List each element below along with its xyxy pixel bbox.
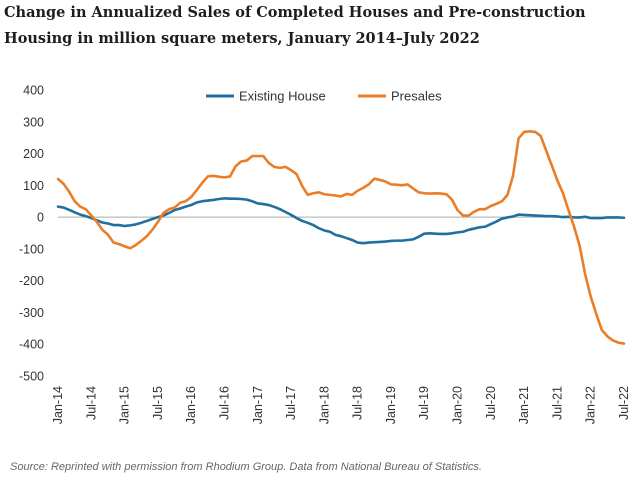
legend: Existing House Presales — [206, 89, 442, 104]
series-group — [56, 130, 626, 345]
x-tick-label: Jan-19 — [384, 386, 398, 424]
y-tick-label: 400 — [23, 84, 44, 98]
x-tick-label: Jan-14 — [51, 386, 65, 424]
y-tick-label: -300 — [19, 306, 44, 320]
x-tick-label: Jan-20 — [451, 386, 465, 424]
x-tick-label: Jul-21 — [550, 386, 564, 420]
y-tick-label: -200 — [19, 274, 44, 288]
x-tick-label: Jul-14 — [84, 386, 98, 420]
y-tick-label: -100 — [19, 242, 44, 256]
x-tick-label: Jul-15 — [151, 386, 165, 420]
y-tick-label: -500 — [19, 370, 44, 384]
x-tick-label: Jul-19 — [417, 386, 431, 420]
legend-label: Presales — [391, 89, 442, 104]
series-line-presales — [56, 130, 626, 345]
chart-title-line-1: Change in Annualized Sales of Completed … — [4, 4, 586, 21]
y-tick-label: 300 — [23, 115, 44, 129]
legend-label: Existing House — [239, 89, 326, 104]
y-tick-label: -400 — [19, 338, 44, 352]
chart-title: Change in Annualized Sales of Completed … — [4, 0, 634, 52]
x-tick-label: Jan-17 — [251, 386, 265, 424]
x-tick-label: Jan-22 — [584, 386, 598, 424]
x-tick-label: Jan-16 — [184, 386, 198, 424]
x-axis: Jan-14 Jul-14 Jan-15 Jul-15 Jan-16 Jul-16 Jan-… — [51, 386, 631, 424]
y-axis: 400 300 200 100 0 -100 -200 -300 -400 -500 — [19, 84, 44, 384]
chart-title-line-2: Housing in million square meters, Januar… — [4, 30, 480, 47]
y-tick-label: 0 — [37, 211, 44, 225]
source-note: Source: Reprinted with permission from R… — [10, 461, 482, 473]
x-tick-label: Jul-16 — [217, 386, 231, 420]
x-tick-label: Jul-22 — [617, 386, 631, 420]
y-tick-label: 200 — [23, 147, 44, 161]
x-tick-label: Jul-17 — [284, 386, 298, 420]
x-tick-label: Jan-21 — [517, 386, 531, 424]
x-tick-label: Jul-18 — [351, 386, 365, 420]
y-tick-label: 100 — [23, 179, 44, 193]
series-line-existing-house — [56, 197, 626, 245]
line-chart: 400 300 200 100 0 -100 -200 -300 -400 -500 Jan-14… — [19, 84, 631, 425]
x-tick-label: Jul-20 — [484, 386, 498, 420]
x-tick-label: Jan-18 — [317, 386, 331, 424]
x-tick-label: Jan-15 — [118, 386, 132, 424]
